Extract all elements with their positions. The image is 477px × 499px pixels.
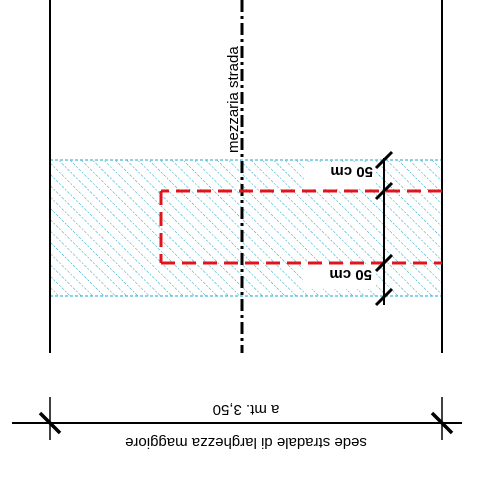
width-dimension-line [12, 397, 462, 440]
label-bg-lower [303, 265, 375, 289]
depth-dimension-line [374, 150, 394, 307]
centerline-label: mezzaria strada [225, 46, 242, 153]
slash-tick-icon [374, 150, 394, 170]
hatched-band [50, 159, 442, 297]
slash-tick-icon [374, 287, 394, 307]
road-width-caption: sede stradale di larghezza maggiore [125, 434, 367, 451]
slash-tick-icon [374, 181, 394, 201]
slash-tick-icon [38, 411, 62, 435]
road-width-value: a mt. 3,50 [213, 401, 280, 418]
slash-tick-icon [430, 411, 454, 435]
dimension-label-lower: 50 cm [329, 266, 372, 283]
dimension-label-upper: 50 cm [330, 163, 373, 180]
excavation-outline [159, 189, 442, 265]
label-bg-upper [304, 162, 376, 188]
slash-tick-icon [374, 253, 394, 273]
